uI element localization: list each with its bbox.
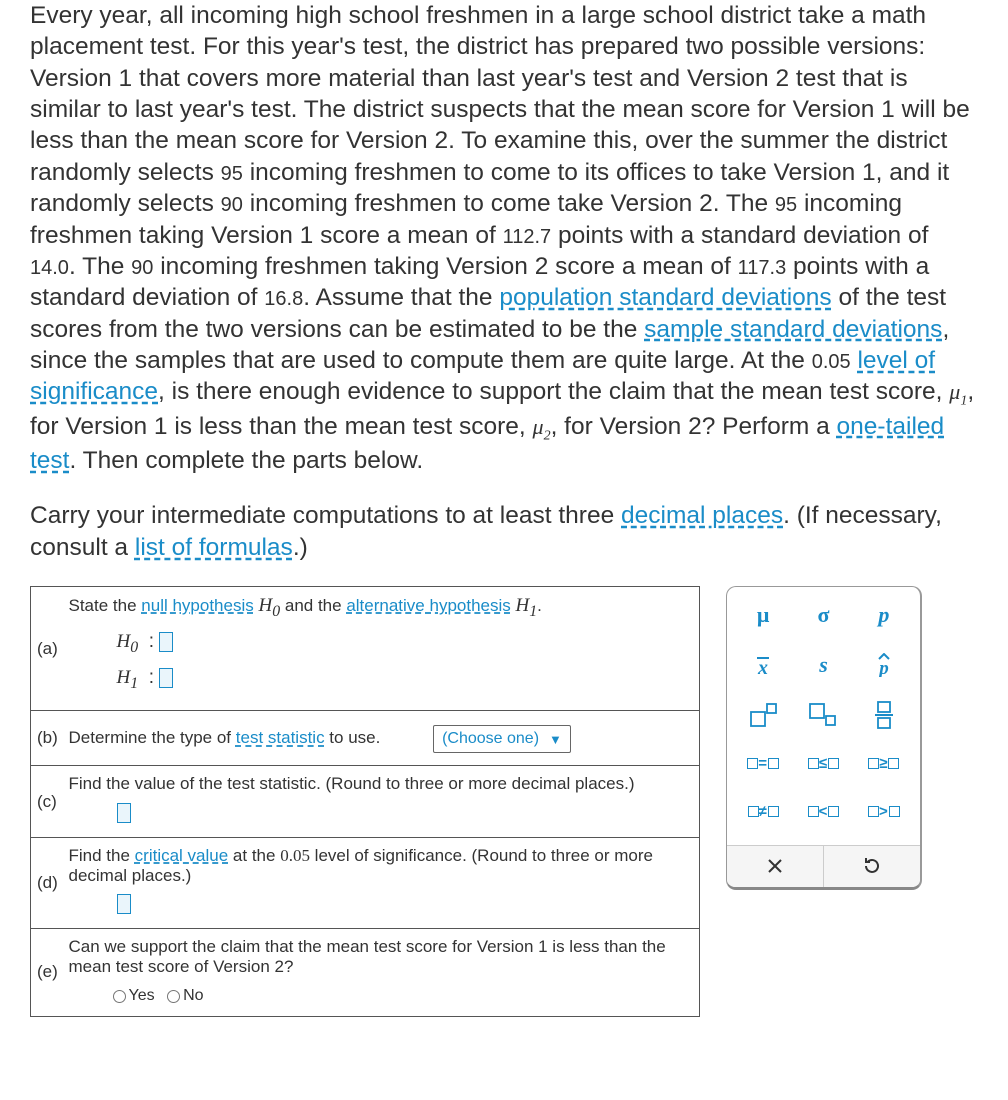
test-statistic-select[interactable]: (Choose one) ▼	[433, 725, 571, 753]
mu1-symbol: μ1	[949, 379, 967, 404]
h0-inline: H0	[258, 595, 280, 616]
symbol-subscript[interactable]	[808, 701, 838, 729]
text: and the	[285, 596, 346, 615]
part-d-label: (d)	[31, 837, 65, 929]
mu2-symbol: μ2	[533, 414, 551, 439]
text: at the	[228, 846, 280, 865]
value-n2: 90	[221, 194, 243, 216]
text: incoming freshmen to come take Version 2…	[243, 190, 775, 217]
select-label: (Choose one)	[442, 730, 539, 748]
part-e-row: (e) Can we support the claim that the me…	[31, 929, 700, 1016]
value-sd1: 14.0	[30, 257, 69, 279]
symbol-p[interactable]: p	[878, 601, 889, 629]
value-mean2: 117.3	[738, 257, 787, 279]
op-le[interactable]: ≤	[808, 751, 839, 777]
palette-footer	[727, 845, 920, 887]
text: Find the value of the test statistic. (R…	[69, 774, 635, 793]
link-population-sd[interactable]: population standard deviations	[499, 284, 831, 311]
svg-text:p: p	[877, 658, 889, 677]
h0-line: H0 :	[117, 631, 690, 657]
part-c-row: (c) Find the value of the test statistic…	[31, 766, 700, 838]
reset-button[interactable]	[824, 846, 921, 887]
text: Find the	[69, 846, 135, 865]
value-mean1: 112.7	[503, 226, 552, 248]
op-ne[interactable]: ≠	[748, 799, 779, 825]
symbol-xbar[interactable]: x	[753, 651, 773, 679]
text: Determine the type of	[69, 728, 236, 747]
symbol-palette: μ σ p x s p = ≤ ≥ ≠ < >	[726, 586, 922, 890]
problem-statement: Every year, all incoming high school fre…	[30, 0, 978, 476]
chevron-down-icon: ▼	[549, 732, 562, 747]
radio-yes[interactable]	[113, 990, 126, 1003]
part-c-label: (c)	[31, 766, 65, 838]
part-e-label: (e)	[31, 929, 65, 1016]
text: State the	[69, 596, 142, 615]
instructions: Carry your intermediate computations to …	[30, 500, 978, 564]
value-sd2: 16.8	[264, 288, 303, 310]
yes-label: Yes	[129, 987, 155, 1004]
part-b-row: (b) Determine the type of test statistic…	[31, 711, 700, 766]
symbol-phat[interactable]: p	[874, 651, 894, 679]
text: incoming freshmen taking Version 2 score…	[153, 253, 737, 280]
symbol-mu[interactable]: μ	[757, 601, 769, 629]
part-a-label: (a)	[31, 586, 65, 710]
symbol-fraction[interactable]	[873, 701, 895, 729]
svg-text:x: x	[757, 657, 768, 676]
symbol-power[interactable]	[748, 701, 778, 729]
op-gt[interactable]: >	[868, 799, 900, 825]
op-lt[interactable]: <	[808, 799, 840, 825]
part-a-row: (a) State the null hypothesis H0 and the…	[31, 586, 700, 710]
test-statistic-input[interactable]	[117, 803, 131, 823]
text: .)	[293, 534, 308, 561]
symbol-s[interactable]: s	[819, 651, 828, 679]
text: . Assume that the	[303, 284, 499, 311]
text: points with a standard deviation of	[551, 222, 928, 249]
text: , is there enough evidence to support th…	[158, 378, 949, 405]
clear-button[interactable]	[727, 846, 824, 887]
value-n1b: 95	[775, 194, 797, 216]
link-test-statistic[interactable]: test statistic	[236, 728, 325, 747]
link-critical-value[interactable]: critical value	[135, 846, 229, 865]
value-n2b: 90	[131, 257, 153, 279]
link-decimal-places[interactable]: decimal places	[621, 502, 783, 529]
h0-input[interactable]	[159, 632, 173, 652]
h1-input[interactable]	[159, 668, 173, 688]
link-null-hypothesis[interactable]: null hypothesis	[141, 596, 253, 615]
op-eq[interactable]: =	[747, 751, 779, 777]
link-sample-sd[interactable]: sample standard deviations	[644, 316, 942, 343]
text: Can we support the claim that the mean t…	[69, 937, 666, 976]
value-alpha: 0.05	[812, 351, 851, 373]
critical-value-input[interactable]	[117, 894, 131, 914]
h1-inline: H1	[516, 595, 538, 616]
link-list-of-formulas[interactable]: list of formulas	[135, 534, 293, 561]
alpha-value: 0.05	[280, 846, 310, 865]
text: to use.	[325, 728, 381, 747]
part-b-label: (b)	[31, 711, 65, 766]
link-alternative-hypothesis[interactable]: alternative hypothesis	[346, 596, 510, 615]
text: . The	[69, 253, 131, 280]
part-d-row: (d) Find the critical value at the 0.05 …	[31, 837, 700, 929]
op-ge[interactable]: ≥	[868, 751, 899, 777]
no-label: No	[183, 987, 203, 1004]
text: , for Version 2? Perform a	[551, 413, 837, 440]
value-n1: 95	[221, 163, 243, 185]
radio-no[interactable]	[167, 990, 180, 1003]
parts-table: (a) State the null hypothesis H0 and the…	[30, 586, 700, 1017]
h1-line: H1 :	[117, 667, 690, 693]
text: Carry your intermediate computations to …	[30, 502, 621, 529]
symbol-sigma[interactable]: σ	[818, 601, 830, 629]
text: . Then complete the parts below.	[70, 447, 424, 474]
